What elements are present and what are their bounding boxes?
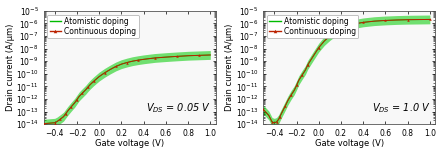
Legend: Atomistic doping, Continuous doping: Atomistic doping, Continuous doping (267, 15, 358, 38)
Text: $V_{DS}$ = 0.05 V: $V_{DS}$ = 0.05 V (146, 101, 211, 115)
Y-axis label: Drain current (A/μm): Drain current (A/μm) (6, 24, 15, 111)
Legend: Atomistic doping, Continuous doping: Atomistic doping, Continuous doping (47, 15, 139, 38)
X-axis label: Gate voltage (V): Gate voltage (V) (95, 139, 164, 148)
Text: $V_{DS}$ = 1.0 V: $V_{DS}$ = 1.0 V (372, 101, 431, 115)
X-axis label: Gate voltage (V): Gate voltage (V) (315, 139, 384, 148)
Y-axis label: Drain current (A/μm): Drain current (A/μm) (225, 24, 234, 111)
